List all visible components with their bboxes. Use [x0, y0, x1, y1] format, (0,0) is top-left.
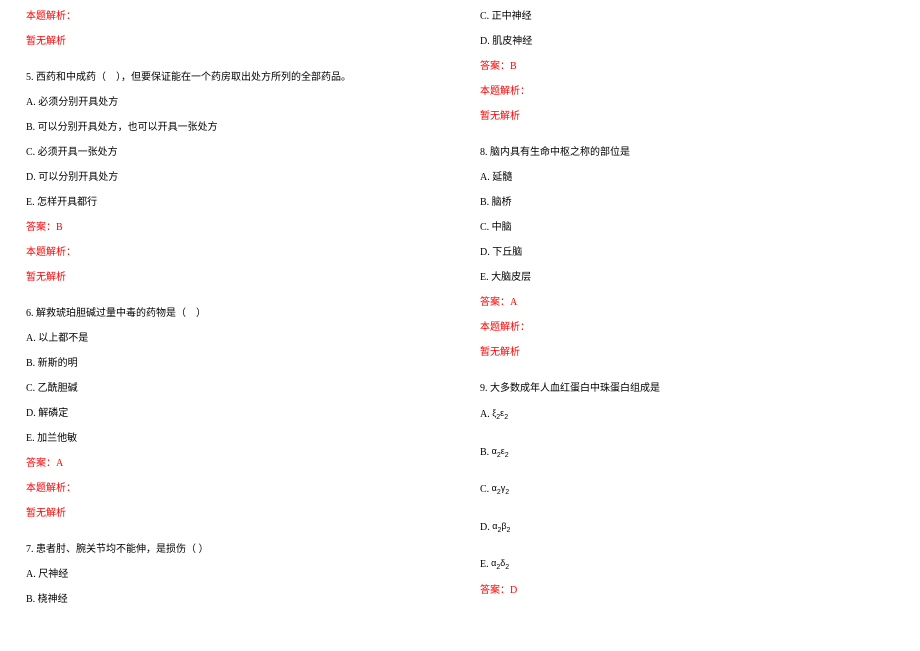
q5-opt-c: C. 必须开具一张处方 — [26, 146, 440, 160]
q9-stem: 9. 大多数成年人血红蛋白中珠蛋白组成是 — [480, 382, 894, 396]
q7-opt-b: B. 桡神经 — [26, 593, 440, 607]
q6-opt-d: D. 解磷定 — [26, 407, 440, 421]
q9-opt-d: D. α2β2 — [480, 520, 894, 536]
q9-opt-e-label: E. — [480, 559, 489, 570]
q9-opt-a-label: A. — [480, 409, 490, 420]
spacer — [480, 546, 894, 557]
q8-opt-e: E. 大脑皮层 — [480, 271, 894, 285]
no-analysis: 暂无解析 — [26, 35, 440, 49]
q6-opt-b: B. 新斯的明 — [26, 357, 440, 371]
analysis-label: 本题解析： — [480, 321, 894, 335]
q6-opt-c: C. 乙酰胆碱 — [26, 382, 440, 396]
q9-formula-b: α2ε2 — [492, 446, 509, 456]
spacer — [26, 296, 440, 307]
analysis-label: 本题解析： — [26, 246, 440, 260]
no-analysis: 暂无解析 — [480, 346, 894, 360]
spacer — [26, 532, 440, 543]
exam-page: 本题解析： 暂无解析 5. 西药和中成药（ ），但要保证能在一个药房取出处方所列… — [0, 0, 920, 628]
q9-answer: 答案：D — [480, 584, 894, 598]
no-analysis: 暂无解析 — [26, 507, 440, 521]
q8-stem: 8. 脑内具有生命中枢之称的部位是 — [480, 146, 894, 160]
q9-opt-d-label: D. — [480, 522, 490, 533]
no-analysis: 暂无解析 — [480, 110, 894, 124]
q9-opt-e: E. α2δ2 — [480, 557, 894, 573]
q7-stem: 7. 患者肘、腕关节均不能伸，是损伤（ ） — [26, 543, 440, 557]
analysis-label: 本题解析： — [26, 482, 440, 496]
q8-opt-c: C. 中脑 — [480, 221, 894, 235]
q8-opt-d: D. 下丘脑 — [480, 246, 894, 260]
spacer — [480, 135, 894, 146]
q9-formula-a: ξ2ε2 — [492, 408, 508, 418]
spacer — [26, 60, 440, 71]
q5-opt-a: A. 必须分别开具处方 — [26, 96, 440, 110]
q6-opt-a: A. 以上都不是 — [26, 332, 440, 346]
spacer — [480, 471, 894, 482]
q9-formula-d: α2β2 — [492, 521, 510, 531]
q7-answer: 答案：B — [480, 60, 894, 74]
analysis-label: 本题解析： — [26, 10, 440, 24]
q9-formula-e: α2δ2 — [491, 558, 509, 568]
no-analysis: 暂无解析 — [26, 271, 440, 285]
q8-opt-a: A. 延髓 — [480, 171, 894, 185]
q9-opt-c-label: C. — [480, 484, 489, 495]
q6-stem: 6. 解救琥珀胆碱过量中毒的药物是（ ） — [26, 307, 440, 321]
q7-opt-d: D. 肌皮神经 — [480, 35, 894, 49]
q6-answer: 答案：A — [26, 457, 440, 471]
spacer — [480, 434, 894, 445]
q7-opt-c: C. 正中神经 — [480, 10, 894, 24]
q9-formula-c: α2γ2 — [492, 483, 510, 493]
q9-opt-b-label: B. — [480, 447, 489, 458]
q8-opt-b: B. 脑桥 — [480, 196, 894, 210]
q5-opt-b: B. 可以分别开具处方，也可以开具一张处方 — [26, 121, 440, 135]
q9-opt-c: C. α2γ2 — [480, 482, 894, 498]
spacer — [480, 509, 894, 520]
q9-opt-a: A. ξ2ε2 — [480, 407, 894, 423]
q7-opt-a: A. 尺神经 — [26, 568, 440, 582]
q5-stem: 5. 西药和中成药（ ），但要保证能在一个药房取出处方所列的全部药品。 — [26, 71, 440, 85]
analysis-label: 本题解析： — [480, 85, 894, 99]
spacer — [480, 371, 894, 382]
q5-opt-e: E. 怎样开具都行 — [26, 196, 440, 210]
right-column: C. 正中神经 D. 肌皮神经 答案：B 本题解析： 暂无解析 8. 脑内具有生… — [480, 10, 894, 618]
q8-answer: 答案：A — [480, 296, 894, 310]
q5-opt-d: D. 可以分别开具处方 — [26, 171, 440, 185]
q5-answer: 答案：B — [26, 221, 440, 235]
q9-opt-b: B. α2ε2 — [480, 445, 894, 461]
left-column: 本题解析： 暂无解析 5. 西药和中成药（ ），但要保证能在一个药房取出处方所列… — [26, 10, 440, 618]
q6-opt-e: E. 加兰他敏 — [26, 432, 440, 446]
